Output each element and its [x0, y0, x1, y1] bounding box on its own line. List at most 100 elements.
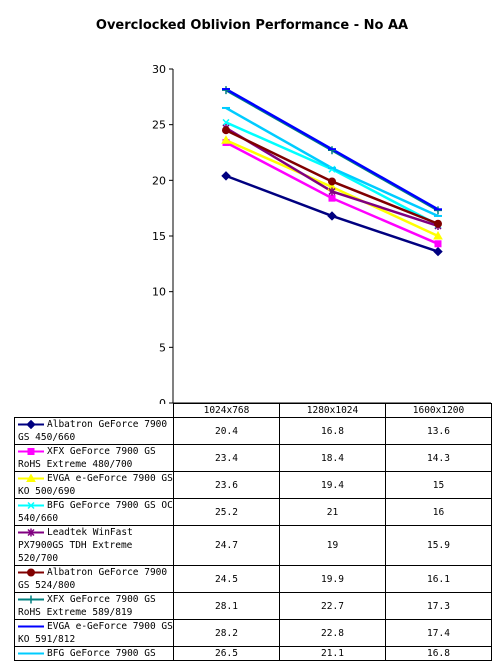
data-value-cell: 22.7: [279, 592, 386, 620]
legend-key-marker: [26, 419, 36, 430]
series-legend-cell: BFG GeForce 7900 GS: [14, 646, 174, 661]
legend-key-icon: [18, 649, 44, 658]
y-tick-label: 0: [159, 397, 166, 404]
legend-key-icon: [18, 528, 44, 537]
data-value-cell: 16.8: [385, 646, 492, 661]
table-row: EVGA e-GeForce 7900 GS KO 591/812 28.2 22.…: [14, 619, 492, 647]
series-name: EVGA e-GeForce 7900 GS KO 500/690: [18, 473, 173, 497]
data-point: [434, 240, 442, 248]
series-legend-cell: XFX GeForce 7900 GS RoHS Extreme 589/819: [14, 592, 174, 620]
data-value-cell: 25.2: [173, 498, 280, 526]
data-point: [434, 206, 442, 215]
data-table: 1024x768 1280x1024 1600x1200 Albatron Ge…: [14, 403, 492, 661]
data-point: [328, 177, 336, 186]
series-legend-cell: Leadtek WinFast PX7900GS TDH Extreme 520…: [14, 525, 174, 566]
y-tick-label: 5: [159, 341, 166, 354]
data-point: [327, 211, 337, 221]
data-point: [222, 86, 230, 95]
data-point: [433, 246, 443, 257]
legend-key-marker: [27, 595, 35, 604]
legend-key-swatch: [18, 528, 44, 537]
legend-key-icon: [18, 447, 44, 456]
legend-key-swatch: [18, 652, 44, 655]
table-corner: [14, 403, 174, 418]
legend-key-swatch: [18, 568, 44, 577]
series-legend-cell: Albatron GeForce 7900 GS 450/660: [14, 417, 174, 445]
table-row: XFX GeForce 7900 GS RoHS Extreme 589/819…: [14, 592, 492, 620]
data-point: [221, 135, 231, 144]
category-label: 1280x1024: [279, 403, 386, 418]
data-point: [328, 194, 336, 202]
data-point: [222, 118, 230, 126]
data-value-cell: 23.6: [173, 471, 280, 499]
data-value-cell: 24.5: [173, 565, 280, 593]
data-value-cell: 13.6: [385, 417, 492, 445]
table-row: Leadtek WinFast PX7900GS TDH Extreme 520…: [14, 525, 492, 566]
data-value-cell: 23.4: [173, 444, 280, 472]
data-value-cell: 26.5: [173, 646, 280, 661]
y-tick-label: 10: [152, 286, 166, 299]
series-line: [225, 121, 439, 226]
data-value-cell: 28.1: [173, 592, 280, 620]
table-row: BFG GeForce 7900 GS OC 540/660 25.2 21 16: [14, 498, 492, 526]
series-legend-cell: EVGA e-GeForce 7900 GS KO 500/690: [14, 471, 174, 499]
series-name: Albatron GeForce 7900 GS 450/660: [18, 419, 168, 443]
table-row: EVGA e-GeForce 7900 GS KO 500/690 23.6 19.…: [14, 471, 492, 499]
data-value-cell: 17.4: [385, 619, 492, 647]
category-label: 1024x768: [173, 403, 280, 418]
data-value-cell: 18.4: [279, 444, 386, 472]
data-point: [434, 219, 442, 228]
series-name: Albatron GeForce 7900 GS 524/800: [18, 567, 168, 591]
series-name: BFG GeForce 7900 GS: [47, 648, 156, 659]
data-value-cell: 22.8: [279, 619, 386, 647]
legend-key-marker: [27, 568, 35, 577]
series-legend-cell: BFG GeForce 7900 GS OC 540/660: [14, 498, 174, 526]
data-value-cell: 19.9: [279, 565, 386, 593]
legend-key-swatch: [18, 501, 44, 510]
y-tick-label: 25: [152, 119, 166, 132]
series-legend-cell: EVGA e-GeForce 7900 GS KO 591/812: [14, 619, 174, 647]
table-row: XFX GeForce 7900 GS RoHS Extreme 480/700…: [14, 444, 492, 472]
data-point: [222, 126, 230, 135]
legend-key-swatch: [18, 448, 44, 455]
series-line: [225, 129, 439, 225]
legend-key-icon: [18, 568, 44, 577]
data-point: [221, 171, 231, 181]
table-row: BFG GeForce 7900 GS 26.5 21.1 16.8: [14, 646, 492, 661]
series-name: XFX GeForce 7900 GS RoHS Extreme 589/819: [18, 594, 156, 618]
data-value-cell: 21.1: [279, 646, 386, 661]
legend-key-swatch: [18, 625, 44, 628]
y-tick-label: 20: [152, 174, 166, 187]
data-value-cell: 19.4: [279, 471, 386, 499]
plot-area: 0 5 10 15 20 25 30: [152, 63, 491, 404]
table-row: Albatron GeForce 7900 GS 524/800 24.5 19.9…: [14, 565, 492, 593]
series-legend-cell: Albatron GeForce 7900 GS 524/800: [14, 565, 174, 593]
data-value-cell: 16.8: [279, 417, 386, 445]
legend-key-swatch: [18, 595, 44, 604]
legend-key-marker: [27, 528, 35, 537]
series-name: EVGA e-GeForce 7900 GS KO 591/812: [18, 621, 173, 645]
legend-key-swatch: [18, 473, 44, 482]
data-value-cell: 20.4: [173, 417, 280, 445]
legend-key-marker: [26, 473, 36, 482]
legend-key-icon: [18, 473, 44, 483]
category-label: 1600x1200: [385, 403, 492, 418]
legend-key-icon: [18, 501, 44, 510]
data-point: [328, 187, 336, 196]
table-row: Albatron GeForce 7900 GS 450/660 20.4 16.8…: [14, 417, 492, 445]
data-value-cell: 19: [279, 525, 386, 566]
legend-key-marker: [27, 448, 35, 455]
y-tick-label: 15: [152, 230, 166, 243]
series-name: Leadtek WinFast PX7900GS TDH Extreme 520…: [18, 527, 133, 564]
series-name: XFX GeForce 7900 GS RoHS Extreme 480/700: [18, 446, 156, 470]
data-value-cell: 24.7: [173, 525, 280, 566]
legend-key-swatch: [18, 419, 44, 430]
legend-key-icon: [18, 595, 44, 604]
y-tick-label: 30: [152, 63, 166, 76]
data-value-cell: 16: [385, 498, 492, 526]
data-point: [328, 146, 336, 155]
legend-key-icon: [18, 419, 44, 430]
data-value-cell: 15: [385, 471, 492, 499]
data-value-cell: 28.2: [173, 619, 280, 647]
series-legend-cell: XFX GeForce 7900 GS RoHS Extreme 480/700: [14, 444, 174, 472]
